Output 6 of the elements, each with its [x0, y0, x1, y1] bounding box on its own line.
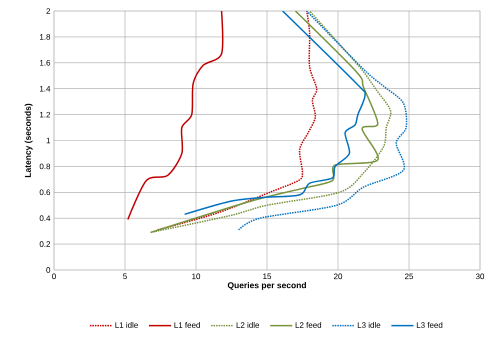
- line-series: [127, 10, 224, 220]
- line-series: [156, 10, 318, 231]
- y-axis-title: Latency (seconds): [24, 104, 33, 178]
- x-axis-title: Queries per second: [228, 282, 306, 290]
- line-series: [184, 10, 366, 216]
- line-series: [238, 10, 408, 231]
